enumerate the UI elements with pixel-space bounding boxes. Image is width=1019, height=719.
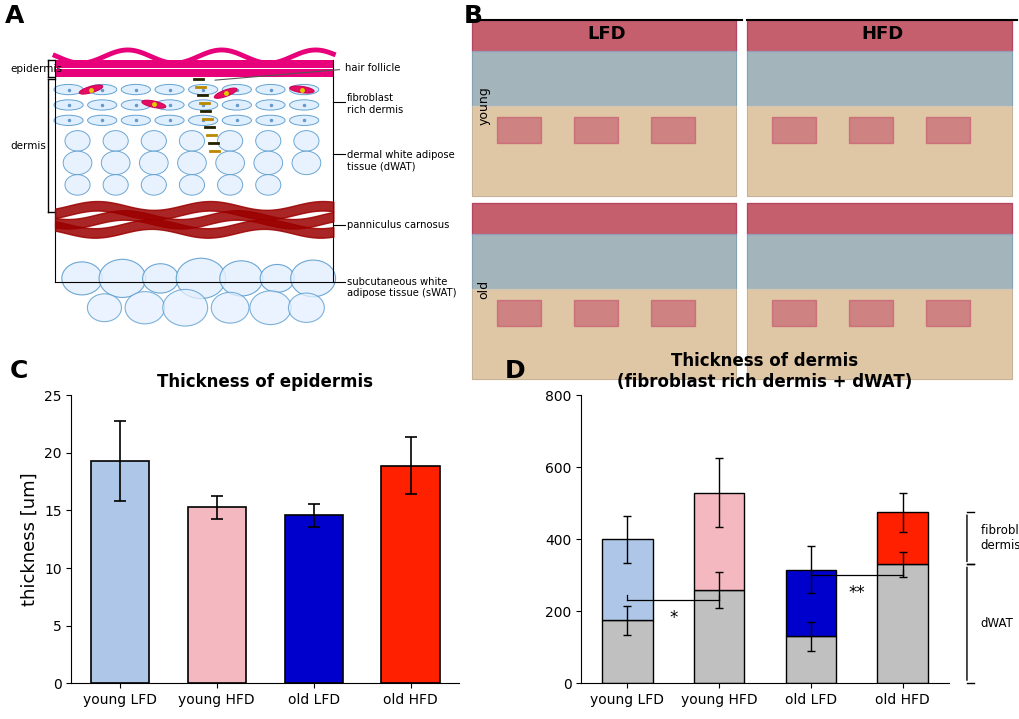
Circle shape bbox=[216, 151, 245, 175]
Circle shape bbox=[256, 131, 280, 151]
Text: subcutaneous white
adipose tissue (sWAT): subcutaneous white adipose tissue (sWAT) bbox=[346, 277, 455, 298]
Ellipse shape bbox=[121, 115, 151, 126]
Circle shape bbox=[290, 260, 335, 297]
Ellipse shape bbox=[121, 84, 151, 95]
Bar bbox=[601, 620, 652, 683]
Ellipse shape bbox=[256, 115, 285, 126]
Ellipse shape bbox=[54, 115, 84, 126]
Bar bbox=[693, 590, 744, 683]
Circle shape bbox=[141, 131, 166, 151]
Ellipse shape bbox=[142, 100, 166, 108]
Title: Thickness of dermis
(fibroblast rich dermis + dWAT): Thickness of dermis (fibroblast rich der… bbox=[616, 352, 912, 391]
Ellipse shape bbox=[54, 100, 84, 110]
Circle shape bbox=[250, 291, 290, 324]
Bar bbox=[785, 569, 836, 636]
Bar bbox=[747, 20, 1011, 196]
Circle shape bbox=[103, 131, 128, 151]
Ellipse shape bbox=[289, 86, 314, 93]
Circle shape bbox=[99, 260, 146, 298]
Text: panniculus carnosus: panniculus carnosus bbox=[346, 220, 448, 230]
Circle shape bbox=[177, 151, 206, 175]
Bar bbox=[601, 539, 652, 620]
Text: young: young bbox=[477, 87, 490, 125]
Bar bbox=[472, 203, 736, 379]
Circle shape bbox=[293, 131, 319, 151]
Circle shape bbox=[103, 175, 128, 195]
Text: B: B bbox=[464, 4, 483, 27]
Ellipse shape bbox=[222, 84, 251, 95]
Bar bbox=[876, 564, 927, 683]
Ellipse shape bbox=[189, 100, 218, 110]
Circle shape bbox=[125, 292, 164, 324]
Circle shape bbox=[256, 175, 280, 195]
Circle shape bbox=[62, 262, 102, 295]
Text: dermal white adipose
tissue (dWAT): dermal white adipose tissue (dWAT) bbox=[346, 150, 454, 172]
Ellipse shape bbox=[88, 100, 116, 110]
Y-axis label: thickness [um]: thickness [um] bbox=[20, 472, 39, 606]
Ellipse shape bbox=[289, 100, 318, 110]
Ellipse shape bbox=[222, 115, 251, 126]
Ellipse shape bbox=[256, 84, 285, 95]
Text: LFD: LFD bbox=[587, 25, 626, 43]
Circle shape bbox=[291, 151, 320, 175]
Ellipse shape bbox=[222, 100, 251, 110]
Bar bbox=[747, 203, 1011, 379]
Circle shape bbox=[217, 175, 243, 195]
Text: A: A bbox=[5, 4, 24, 27]
Ellipse shape bbox=[214, 88, 236, 99]
Circle shape bbox=[143, 264, 178, 293]
Ellipse shape bbox=[88, 84, 116, 95]
Text: *: * bbox=[668, 610, 677, 628]
Bar bbox=[284, 515, 342, 683]
Circle shape bbox=[217, 131, 243, 151]
Bar bbox=[876, 512, 927, 564]
Text: HFD: HFD bbox=[860, 25, 903, 43]
Ellipse shape bbox=[155, 84, 183, 95]
Text: **: ** bbox=[848, 584, 864, 603]
Bar bbox=[785, 636, 836, 683]
Circle shape bbox=[88, 294, 121, 321]
Circle shape bbox=[254, 151, 282, 175]
Text: old: old bbox=[477, 280, 490, 299]
Circle shape bbox=[101, 151, 129, 175]
Circle shape bbox=[140, 151, 168, 175]
Text: dermis: dermis bbox=[10, 142, 46, 152]
Text: C: C bbox=[10, 360, 29, 383]
Ellipse shape bbox=[189, 84, 218, 95]
Text: hair follicle: hair follicle bbox=[344, 63, 399, 73]
Text: fibroblast
rich dermis: fibroblast rich dermis bbox=[346, 93, 403, 115]
Bar bbox=[472, 20, 736, 196]
Ellipse shape bbox=[189, 115, 218, 126]
Ellipse shape bbox=[256, 100, 285, 110]
Bar bbox=[187, 507, 246, 683]
Text: dWAT: dWAT bbox=[980, 617, 1013, 631]
Ellipse shape bbox=[54, 84, 84, 95]
Circle shape bbox=[141, 175, 166, 195]
Circle shape bbox=[65, 131, 90, 151]
Text: fibroblast rich
dermis: fibroblast rich dermis bbox=[980, 524, 1019, 552]
Circle shape bbox=[176, 258, 225, 298]
Ellipse shape bbox=[289, 84, 318, 95]
Bar bbox=[693, 493, 744, 590]
Ellipse shape bbox=[155, 100, 183, 110]
Bar bbox=[381, 466, 439, 683]
Bar bbox=[91, 461, 149, 683]
Circle shape bbox=[211, 293, 249, 323]
Ellipse shape bbox=[155, 115, 183, 126]
Title: Thickness of epidermis: Thickness of epidermis bbox=[157, 373, 373, 391]
Circle shape bbox=[260, 265, 294, 293]
Ellipse shape bbox=[289, 115, 318, 126]
Circle shape bbox=[163, 289, 208, 326]
Text: D: D bbox=[504, 360, 525, 383]
Circle shape bbox=[65, 175, 90, 195]
Circle shape bbox=[288, 293, 324, 322]
Text: epidermis: epidermis bbox=[10, 64, 62, 73]
Ellipse shape bbox=[88, 115, 116, 126]
Circle shape bbox=[179, 175, 205, 195]
Circle shape bbox=[219, 261, 263, 296]
Ellipse shape bbox=[79, 85, 103, 94]
Circle shape bbox=[179, 131, 205, 151]
Circle shape bbox=[63, 151, 92, 175]
Ellipse shape bbox=[121, 100, 151, 110]
